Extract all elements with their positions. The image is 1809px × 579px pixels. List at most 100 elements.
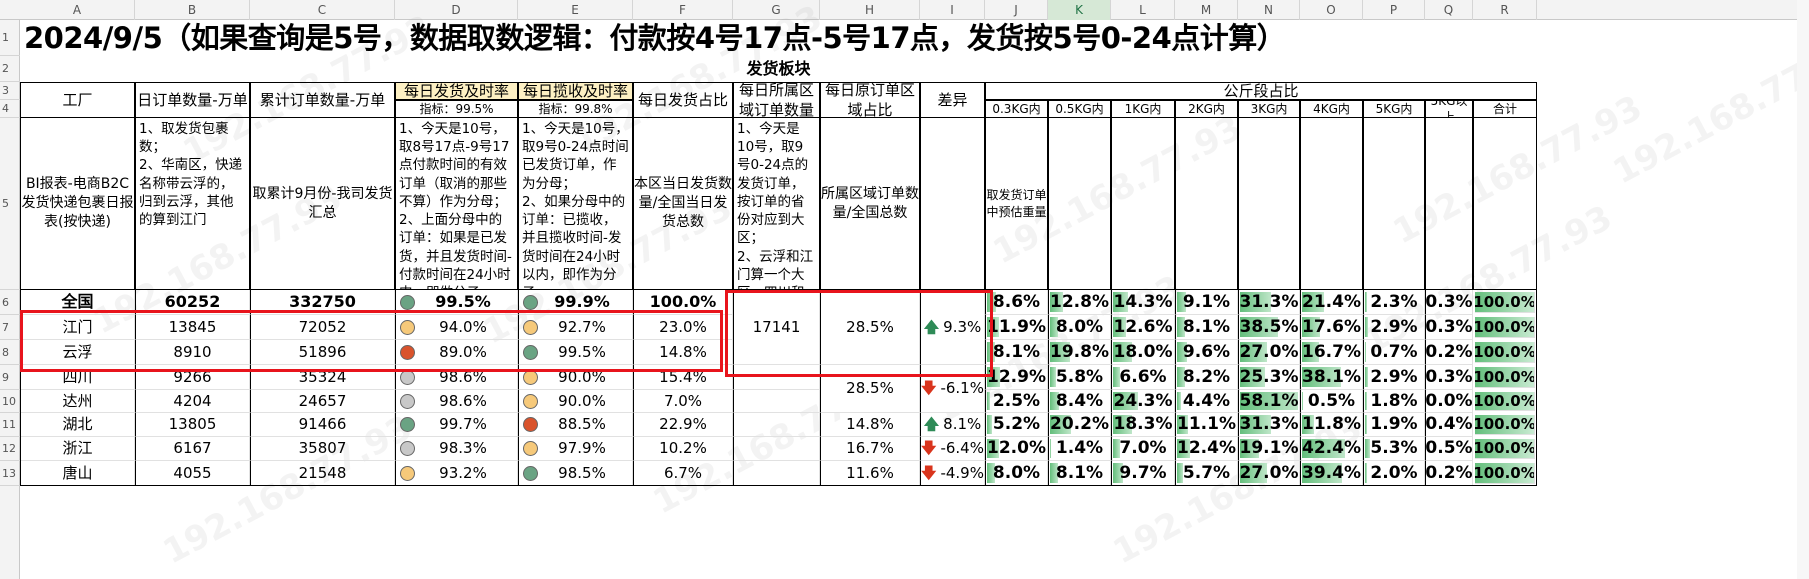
weight-share-value: 0.7%	[1370, 341, 1418, 362]
column-header-h[interactable]: H	[820, 0, 920, 20]
row-header-1[interactable]: 1	[0, 20, 20, 56]
row-header-6[interactable]: 6	[0, 290, 20, 315]
row-header-13[interactable]: 13	[0, 461, 20, 486]
weight-share-value: 11.1%	[1177, 414, 1236, 435]
weight-share-bar	[1177, 292, 1187, 312]
row-header-2[interactable]: 2	[0, 56, 20, 82]
row-header-4[interactable]: 4	[0, 100, 20, 118]
column-header-j[interactable]: J	[985, 0, 1048, 20]
weight-share-cell: 12.8%	[1048, 290, 1111, 315]
column-header-d[interactable]: D	[395, 0, 518, 20]
daily-orders: 4204	[135, 390, 250, 413]
weight-share-cell: 20.2%	[1048, 413, 1111, 437]
column-header-k[interactable]: K	[1048, 0, 1111, 20]
weight-share-cell: 17.6%	[1300, 315, 1363, 340]
arrow-up-icon: 🡅	[923, 415, 940, 434]
weight-share-bar	[1302, 317, 1320, 337]
row-header-9[interactable]: 9	[0, 365, 20, 390]
weight-share-bar	[1302, 415, 1314, 434]
column-header-a[interactable]: A	[20, 0, 135, 20]
cum-orders: 91466	[250, 413, 395, 437]
column-header-c[interactable]: C	[250, 0, 395, 20]
column-header-i[interactable]: I	[920, 0, 985, 20]
weight-share-value: 19.8%	[1050, 341, 1109, 362]
weight-share-value: 1.8%	[1370, 390, 1418, 411]
weight-share-bar	[1302, 439, 1346, 458]
column-header-f[interactable]: F	[633, 0, 733, 20]
weight-share-bar	[1113, 439, 1121, 458]
weight-share-bar	[1113, 392, 1139, 410]
column-header-q[interactable]: Q	[1425, 0, 1473, 20]
weight-share-bar	[1113, 367, 1120, 387]
ship-status-dot	[400, 417, 415, 432]
ship-rate-value: 94.0%	[439, 317, 487, 336]
row-header-bar[interactable]: 1 2 3 4 5 6 7 8 9 10 11 12 13	[0, 20, 20, 579]
weight-share-value: 4.4%	[1182, 390, 1231, 411]
ship-share: 14.8%	[633, 340, 733, 365]
cum-orders: 332750	[250, 290, 395, 315]
column-header-e[interactable]: E	[518, 0, 633, 20]
weight-share-cell: 4.4%	[1175, 390, 1238, 413]
column-header-n[interactable]: N	[1238, 0, 1300, 20]
weight-share-cell: 11.1%	[1175, 413, 1238, 437]
desc-weight-empty	[1048, 118, 1111, 290]
weight-share-value: 20.2%	[1050, 414, 1109, 435]
column-header-p[interactable]: P	[1363, 0, 1425, 20]
weight-share-cell: 0.7%	[1363, 340, 1425, 365]
weight-share-cell: 0.5%	[1300, 390, 1363, 413]
row-header-11[interactable]: 11	[0, 413, 20, 437]
weight-share-value: 8.1%	[1182, 316, 1231, 337]
row-header-8[interactable]: 8	[0, 340, 20, 365]
weight-share-cell: 0.3%	[1425, 365, 1473, 390]
ship-status-dot	[400, 465, 415, 481]
weight-share-bar	[1177, 463, 1183, 483]
weight-share-bar	[1177, 439, 1190, 458]
column-header-r[interactable]: R	[1473, 0, 1537, 20]
header-cum-orders: 累计订单数量-万单	[250, 82, 395, 118]
weight-share-cell: 1.8%	[1363, 390, 1425, 413]
region-orders: 17141	[733, 290, 820, 365]
row-header-12[interactable]: 12	[0, 437, 20, 461]
header-daily-orders: 日订单数量-万单	[135, 82, 250, 118]
weight-share-cell: 12.4%	[1175, 437, 1238, 461]
collect-rate-value: 99.9%	[554, 292, 610, 312]
weight-share-bar	[1177, 367, 1186, 387]
column-header-m[interactable]: M	[1175, 0, 1238, 20]
column-header-o[interactable]: O	[1300, 0, 1363, 20]
weight-share-value: 5.7%	[1182, 462, 1231, 483]
collect-status-dot	[523, 417, 538, 432]
ship-status-dot	[400, 441, 415, 456]
weight-share-bar	[1365, 439, 1371, 458]
weight-share-cell: 8.4%	[1048, 390, 1111, 413]
row-header-3[interactable]: 3	[0, 82, 20, 100]
highlight-box-factories	[20, 310, 723, 372]
weight-share-cell: 27.0%	[1238, 461, 1300, 486]
weight-share-bar	[1365, 342, 1366, 362]
row-header-7[interactable]: 7	[0, 315, 20, 340]
diff-value: -6.1%	[940, 379, 984, 398]
column-header-b[interactable]: B	[135, 0, 250, 20]
weight-share-bar	[1177, 342, 1187, 362]
header-collect-target: 指标：99.8%	[518, 100, 633, 118]
row-header-10[interactable]: 10	[0, 390, 20, 413]
daily-orders: 8910	[135, 340, 250, 365]
header-ship-share: 每日发货占比	[633, 82, 733, 118]
factory-name: 浙江	[20, 437, 135, 461]
row-header-5[interactable]: 5	[0, 118, 20, 290]
weight-total: 100.0%	[1475, 415, 1535, 435]
weight-total: 100.0%	[1475, 392, 1535, 411]
ship-rate-cell: 99.7%	[395, 413, 518, 437]
desc-weight: 取发货订单中预估重量	[985, 118, 1048, 290]
section-title: 发货板块	[746, 59, 811, 79]
cum-orders: 72052	[250, 315, 395, 340]
weight-share-bar	[1113, 292, 1128, 312]
column-header-l[interactable]: L	[1111, 0, 1175, 20]
vertical-scrollbar[interactable]	[1797, 0, 1809, 579]
ship-status-dot	[400, 344, 415, 360]
weight-share-cell: 39.4%	[1300, 461, 1363, 486]
weight-share-cell: 0.3%	[1425, 290, 1473, 315]
column-header-g[interactable]: G	[733, 0, 820, 20]
header-weight-group: 公斤段占比	[985, 82, 1537, 100]
